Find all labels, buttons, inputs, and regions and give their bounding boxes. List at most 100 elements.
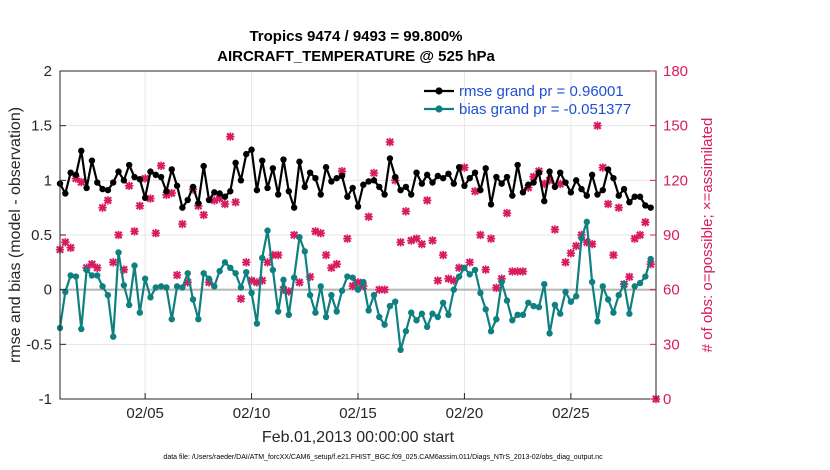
data-file-footer: data file: /Users/raeder/DAI/ATM_forcXX/… [163,454,603,461]
rmse-point [535,169,543,176]
bias-point [349,274,356,281]
bias-point [104,291,112,299]
bias-point [83,266,90,274]
bias-point [631,283,638,290]
rmse-point [259,157,266,164]
bias-point [317,283,324,290]
obs-assimilated-marker [609,250,618,260]
obs-assimilated-marker [236,294,246,303]
obs-assimilated-marker [593,121,602,130]
obs-assimilated-marker [263,258,272,267]
rmse-point [578,185,585,193]
bias-point [413,317,420,324]
rmse-point [67,169,74,176]
rmse-point [141,194,149,202]
chart-subtitle: AIRCRAFT_TEMPERATURE @ 525 hPa [217,48,495,65]
bias-point [290,274,298,281]
bias-point [189,296,197,303]
rmse-point [62,190,69,197]
rmse-point [567,189,575,196]
rmse-point [408,191,415,198]
bias-point [418,310,426,317]
legend: rmse grand pr = 0.96001 bias grand pr = … [424,83,631,118]
rmse-point [189,183,197,191]
obs-assimilated-marker [550,225,560,234]
y-right-tick-label: 30 [663,336,680,353]
bias-point [519,311,527,319]
rmse-point [173,182,181,189]
bias-point [328,291,335,299]
obs-assimilated-marker [481,265,490,274]
bias-point [588,278,596,286]
bias-point [232,270,239,277]
rmse-point [264,184,271,192]
bias-point [205,275,213,282]
obs-assimilated-marker [124,181,134,190]
obs-assimilated-marker [135,201,145,211]
rmse-point [626,199,633,206]
rmse-point [482,165,489,172]
obs-assimilated-marker [428,236,437,245]
rmse-point [211,189,218,196]
rmse-point [237,177,245,184]
rmse-point [392,173,399,181]
rmse-point [647,204,654,211]
rmse-point [317,191,324,198]
obs-assimilated-marker [412,234,421,243]
obs-assimilated-marker [220,199,230,209]
obs-assimilated-marker [454,263,464,272]
obs-assimilated-marker [561,258,570,267]
rmse-point [274,191,282,198]
y-left-tick-label: 0.5 [31,227,52,244]
obs-assimilated-marker [348,281,357,291]
rmse-point [471,169,479,176]
x-axis-label: Feb.01,2013 00:00:00 start [262,429,455,446]
bias-point [525,299,532,306]
bias-point [498,278,505,286]
rmse-point [381,191,388,198]
bias-point [248,289,255,297]
rmse-point [179,204,186,211]
bias-point [360,278,367,286]
rmse-point [477,186,484,194]
rmse-point [360,181,367,188]
rmse-point [136,176,144,183]
bias-point [546,330,553,337]
rmse-point [104,186,112,194]
rmse-point [344,193,351,200]
bias-point [642,273,649,280]
rmse-point [509,192,516,199]
bias-point [88,272,96,279]
bias-point [211,283,218,290]
y-axis-label-left: rmse and bias (model - observation) [7,107,24,363]
rmse-point [280,156,287,163]
obs-assimilated-marker [380,285,389,294]
rmse-point [120,177,128,184]
bias-point [386,302,394,310]
y-left-tick-label: -0.5 [26,336,52,353]
obs-assimilated-marker [109,258,118,267]
bias-point [365,307,372,314]
obs-assimilated-marker [93,263,102,272]
bias-point [466,271,473,278]
bias-point [557,310,564,317]
obs-assimilated-marker [146,194,155,203]
axis-ticks: 02/05 02/10 02/15 02/20 02/25 -1 -0.5 0 0.5 1 1.5 2… [26,63,688,422]
bias-point [509,317,516,324]
rmse-point [269,165,277,172]
bias-point [562,288,569,296]
bias-point [535,303,543,311]
bias-point [572,293,580,300]
rmse-point [152,171,159,179]
bias-point [594,318,601,325]
obs-assimilated-marker [401,207,411,216]
bias-point [269,266,277,274]
rmse-point [163,188,170,195]
bias-point [434,313,442,321]
x-tick-label: 02/10 [233,405,271,422]
rmse-point [168,166,175,173]
rmse-point [583,192,591,199]
rmse-point [338,172,346,180]
bias-point [301,248,308,255]
bias-point [264,227,271,234]
